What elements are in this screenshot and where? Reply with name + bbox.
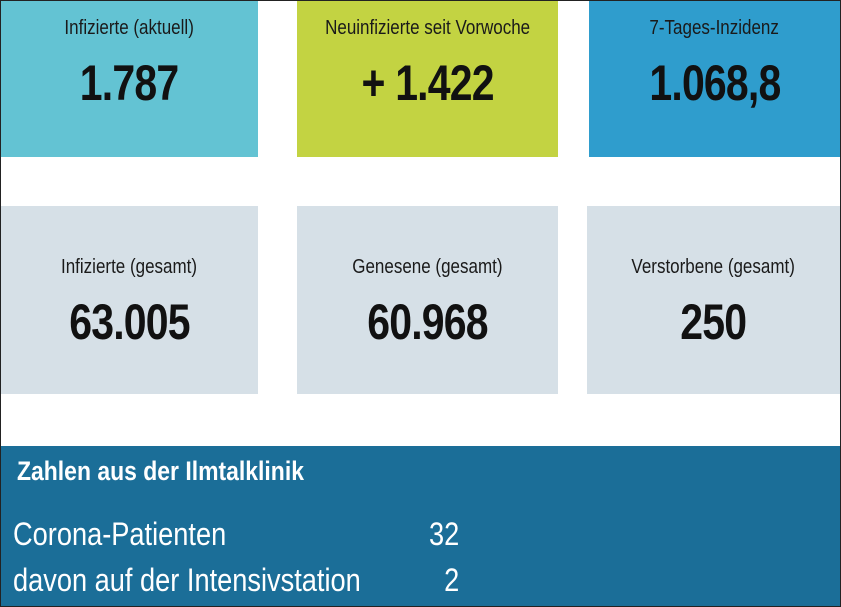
clinic-row: davon auf der Intensivstation 2 bbox=[13, 562, 459, 599]
tile-label: 7-Tages-Inzidenz bbox=[649, 17, 780, 39]
clinic-title: Zahlen aus der Ilmtalklinik bbox=[17, 456, 304, 486]
tile: Genesene (gesamt) 60.968 bbox=[297, 206, 558, 394]
row-label: davon auf der Intensivstation bbox=[13, 562, 361, 598]
tile: 7-Tages-Inzidenz 1.068,8 bbox=[589, 1, 840, 157]
tile: Neuinfizierte seit Vorwoche + 1.422 bbox=[297, 1, 558, 157]
tile-value: 1.787 bbox=[80, 55, 179, 111]
tile-label: Verstorbene (gesamt) bbox=[631, 256, 796, 278]
clinic-row: Corona-Patienten 32 bbox=[13, 516, 459, 553]
row-label: Corona-Patienten bbox=[13, 516, 227, 552]
tile-value: 1.068,8 bbox=[648, 55, 781, 111]
tile-label: Genesene (gesamt) bbox=[352, 256, 503, 278]
tile-label: Infizierte (gesamt) bbox=[61, 256, 198, 278]
tile: Infizierte (aktuell) 1.787 bbox=[1, 1, 258, 157]
tile-value: 60.968 bbox=[367, 294, 488, 350]
tile-value: 250 bbox=[680, 294, 748, 350]
tile: Infizierte (gesamt) 63.005 bbox=[1, 206, 258, 394]
tile-value: 63.005 bbox=[69, 294, 190, 350]
tile-value: + 1.422 bbox=[361, 55, 494, 111]
row-value: 2 bbox=[444, 562, 460, 598]
row-value: 32 bbox=[428, 516, 460, 552]
tile-label: Infizierte (aktuell) bbox=[64, 17, 195, 39]
tile-label: Neuinfizierte seit Vorwoche bbox=[324, 17, 531, 39]
clinic-panel: Zahlen aus der Ilmtalklinik Corona-Patie… bbox=[1, 446, 840, 606]
tile: Verstorbene (gesamt) 250 bbox=[587, 206, 840, 394]
